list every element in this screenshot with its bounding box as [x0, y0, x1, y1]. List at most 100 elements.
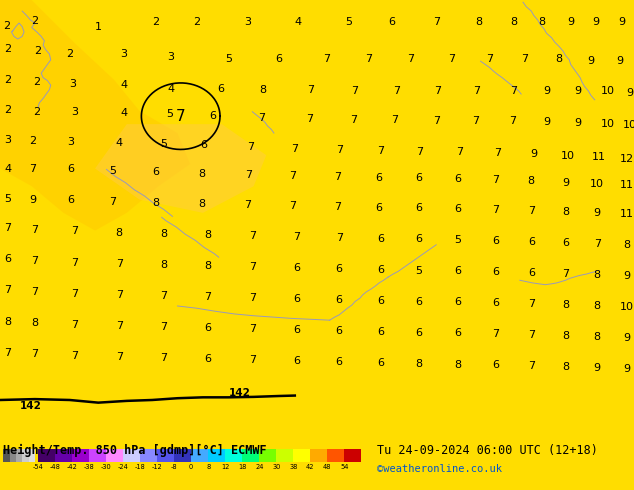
Text: -18: -18: [135, 465, 146, 470]
Text: 6: 6: [415, 203, 422, 214]
Text: 5: 5: [160, 139, 167, 149]
Text: 6: 6: [293, 263, 301, 273]
Text: 8: 8: [475, 17, 482, 27]
Text: 8: 8: [152, 198, 159, 208]
Text: 7: 7: [492, 205, 500, 215]
Text: 7: 7: [510, 86, 517, 96]
Text: 7: 7: [247, 142, 254, 152]
Text: -48: -48: [49, 465, 60, 470]
Text: 2: 2: [34, 46, 42, 56]
Text: 8: 8: [415, 359, 422, 368]
Text: ©weatheronline.co.uk: ©weatheronline.co.uk: [377, 465, 502, 474]
Bar: [89, 449, 106, 462]
Text: 6: 6: [454, 267, 462, 276]
Text: 7: 7: [391, 115, 398, 125]
Text: 9: 9: [623, 333, 630, 343]
Text: 9: 9: [616, 56, 624, 66]
Text: 6: 6: [200, 141, 208, 150]
Text: 9: 9: [593, 208, 601, 218]
Text: 7: 7: [293, 232, 301, 242]
Text: 54: 54: [340, 465, 349, 470]
Text: 10: 10: [560, 151, 574, 161]
Text: 6: 6: [335, 326, 343, 336]
Text: 11: 11: [592, 152, 606, 162]
Text: 6: 6: [293, 294, 301, 304]
Text: 7: 7: [333, 202, 341, 212]
Text: 8: 8: [593, 270, 601, 280]
Text: 7: 7: [492, 329, 500, 340]
Text: 2: 2: [193, 17, 200, 27]
Text: 7: 7: [249, 293, 256, 303]
Text: 9: 9: [574, 118, 582, 128]
Text: -38: -38: [84, 465, 94, 470]
Text: 3: 3: [167, 52, 175, 62]
Text: 7: 7: [71, 351, 79, 361]
Text: 24: 24: [255, 465, 264, 470]
Text: 7: 7: [31, 287, 39, 297]
Text: 6: 6: [375, 202, 383, 213]
Text: 7: 7: [335, 145, 343, 155]
Text: 9: 9: [530, 149, 538, 159]
Bar: [55, 449, 72, 462]
Text: 9: 9: [562, 178, 569, 188]
Text: 8: 8: [538, 17, 546, 27]
Text: 6: 6: [293, 356, 301, 366]
Text: 7: 7: [257, 113, 265, 122]
Bar: [174, 449, 191, 462]
Text: 8: 8: [623, 240, 630, 250]
Text: 2: 2: [29, 136, 37, 146]
Text: 8: 8: [454, 360, 462, 369]
Text: 10: 10: [600, 119, 614, 129]
Text: 6: 6: [335, 295, 343, 305]
Text: 7: 7: [527, 330, 535, 340]
Text: 7: 7: [31, 225, 39, 235]
Text: 11: 11: [619, 209, 633, 219]
Text: 6: 6: [335, 264, 343, 274]
Text: 7: 7: [323, 53, 330, 64]
Text: 5: 5: [4, 194, 11, 204]
Bar: [225, 449, 242, 462]
Text: 7: 7: [71, 226, 79, 237]
Polygon shape: [95, 124, 266, 213]
Text: 38: 38: [289, 465, 297, 470]
Text: 6: 6: [454, 297, 462, 307]
Bar: [29, 449, 35, 462]
Text: 9: 9: [29, 195, 37, 204]
Text: Tu 24-09-2024 06:00 UTC (12+18): Tu 24-09-2024 06:00 UTC (12+18): [377, 444, 598, 457]
Text: 9: 9: [623, 364, 630, 374]
Text: 10: 10: [590, 179, 604, 189]
Text: 7: 7: [160, 291, 167, 301]
Text: 4: 4: [167, 84, 175, 94]
Text: 7: 7: [407, 53, 415, 64]
Text: 7: 7: [434, 86, 441, 96]
Text: 6: 6: [454, 174, 462, 184]
Text: 7: 7: [291, 144, 299, 153]
Text: 7: 7: [472, 116, 479, 125]
Text: 12: 12: [619, 154, 633, 164]
Text: 7: 7: [306, 114, 313, 124]
Text: 9: 9: [592, 17, 600, 27]
Text: 8: 8: [204, 230, 212, 240]
Text: 7: 7: [289, 201, 297, 211]
Text: 6: 6: [527, 237, 535, 247]
Text: 5: 5: [166, 109, 174, 120]
Text: 7: 7: [109, 197, 117, 207]
Text: 7: 7: [350, 115, 358, 125]
Text: 2: 2: [4, 44, 11, 54]
Text: 7: 7: [249, 262, 256, 272]
Text: 7: 7: [115, 352, 123, 362]
Text: 5: 5: [224, 53, 232, 64]
Text: 7: 7: [160, 353, 167, 363]
Text: 6: 6: [492, 236, 500, 246]
Text: 6: 6: [454, 328, 462, 339]
Bar: [208, 449, 225, 462]
Bar: [276, 449, 294, 462]
Bar: [16, 449, 22, 462]
Text: 6: 6: [454, 204, 462, 214]
Text: 7: 7: [473, 86, 481, 96]
Text: 6: 6: [492, 298, 500, 308]
Text: 5: 5: [415, 266, 422, 275]
Text: 7: 7: [249, 355, 256, 365]
Bar: [157, 449, 174, 462]
Bar: [327, 449, 344, 462]
